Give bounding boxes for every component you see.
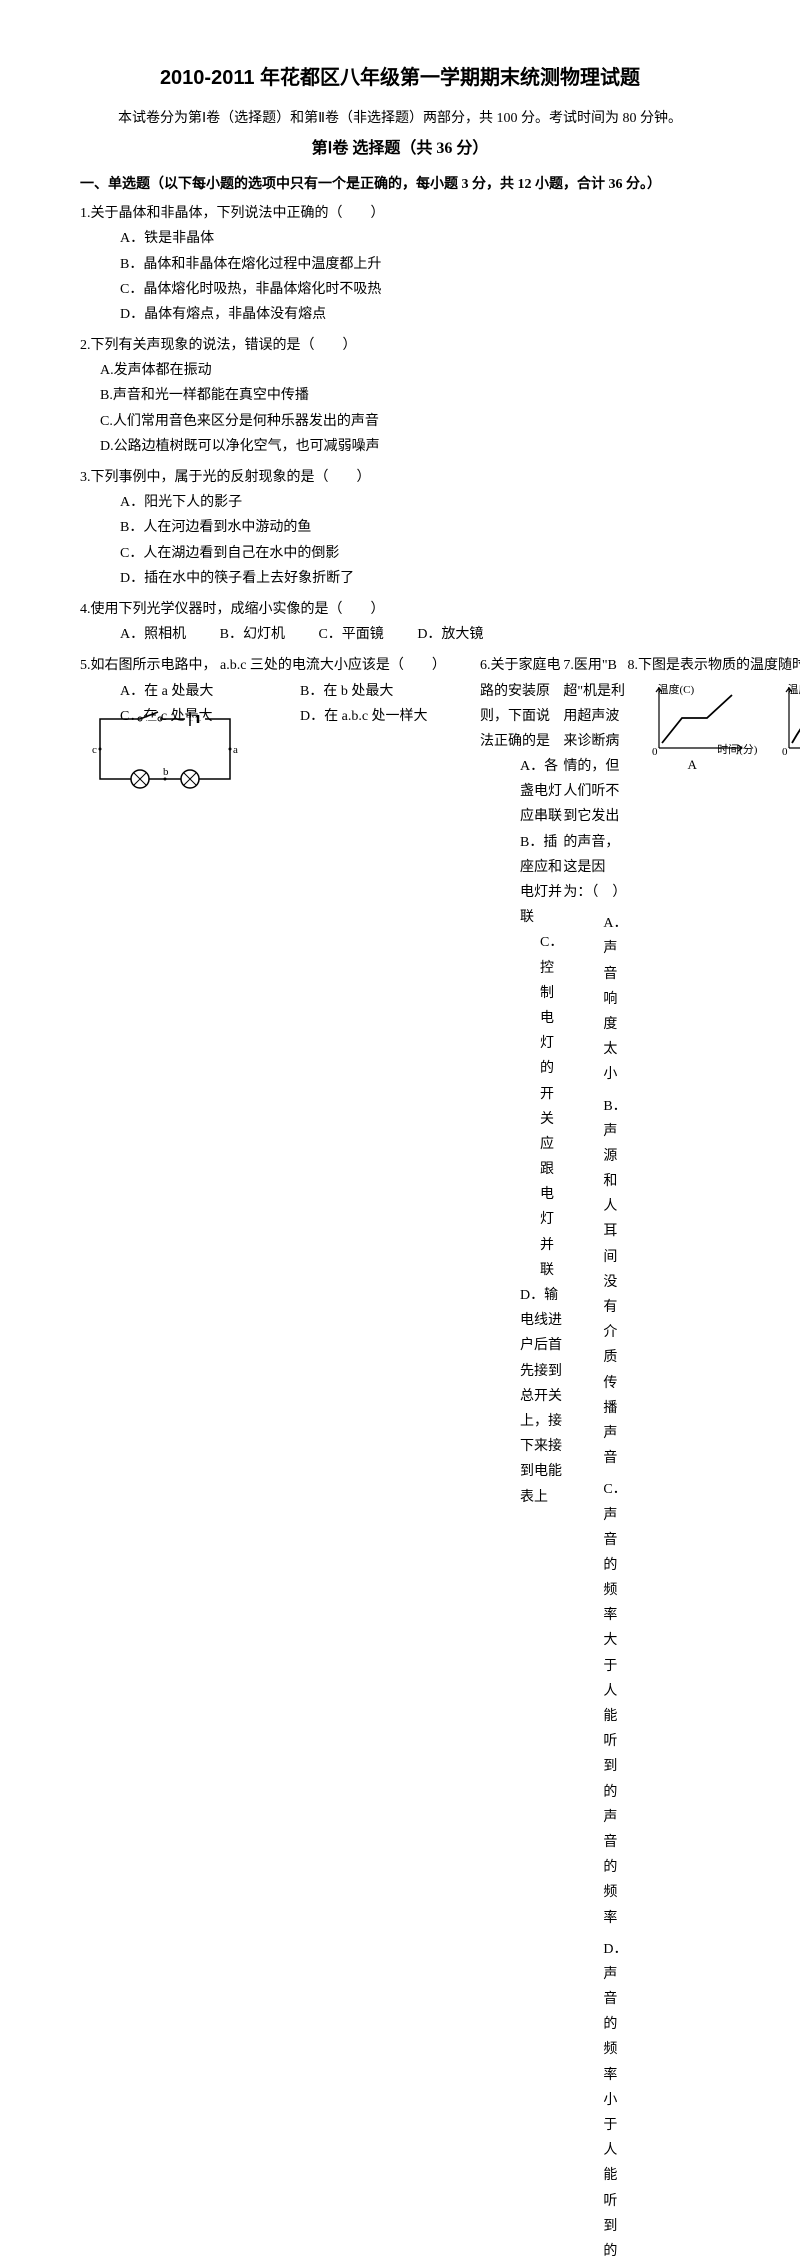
q5-option-b: B．在 b 处最大 bbox=[300, 679, 480, 704]
exam-title: 2010-2011 年花都区八年级第一学期期末统测物理试题 bbox=[80, 60, 720, 96]
chart-a-xlabel: 时间(分) bbox=[717, 741, 757, 761]
part-title: 一、单选题（以下每小题的选项中只有一个是正确的，每小题 3 分，共 12 小题，… bbox=[80, 172, 720, 197]
q2-option-a: A.发声体都在振动 bbox=[80, 358, 720, 383]
question-2: 2.下列有关声现象的说法，错误的是（ ） A.发声体都在振动 B.声音和光一样都… bbox=[80, 333, 720, 459]
q3-stem: 3.下列事例中，属于光的反射现象的是（ ） bbox=[80, 465, 720, 490]
q1-option-c: C．晶体熔化时吸热，非晶体熔化时不吸热 bbox=[80, 277, 720, 302]
exam-subtitle: 本试卷分为第Ⅰ卷（选择题）和第Ⅱ卷（非选择题）两部分，共 100 分。考试时间为… bbox=[80, 106, 720, 131]
q6-option-b: B．插座应和电灯并联 bbox=[480, 830, 563, 931]
question-7: 7.医用"B 超"机是利用超声波来诊断病情的，但人们听不到它发出的声音，这是因为… bbox=[563, 653, 627, 2264]
q2-option-d: D.公路边植树既可以净化空气，也可减弱噪声 bbox=[80, 434, 720, 459]
q1-stem: 1.关于晶体和非晶体，下列说法中正确的（ ） bbox=[80, 201, 720, 226]
q4-stem: 4.使用下列光学仪器时，成缩小实像的是（ ） bbox=[80, 597, 720, 622]
q4-option-d: D．放大镜 bbox=[417, 627, 483, 642]
circuit-diagram: a b c bbox=[90, 709, 240, 799]
svg-text:0: 0 bbox=[782, 746, 788, 758]
q7-option-c: C．声音的频率大于人能听到的声音的频率 bbox=[563, 1477, 627, 1930]
q2-stem: 2.下列有关声现象的说法，错误的是（ ） bbox=[80, 333, 720, 358]
chart-b-ylabel: 温度(C) bbox=[787, 681, 800, 701]
question-8: 8.下图是表示物质的温度随时间的变化图，其中表示晶体凝固的是：（ ） 温度(C)… bbox=[627, 653, 800, 772]
q8-charts: 温度(C) 0 时间(分) A 温度(C) 0 时间(分) B 温度(C) bbox=[627, 683, 800, 773]
q5-option-d: D．在 a.b.c 处一样大 bbox=[300, 704, 480, 729]
q4-option-c: C．平面镜 bbox=[318, 627, 383, 642]
question-4: 4.使用下列光学仪器时，成缩小实像的是（ ） A．照相机 B．幻灯机 C．平面镜… bbox=[80, 597, 720, 647]
section-title: 第Ⅰ卷 选择题（共 36 分） bbox=[80, 135, 720, 164]
svg-text:0: 0 bbox=[652, 746, 658, 758]
q1-option-b: B．晶体和非晶体在熔化过程中温度都上升 bbox=[80, 252, 720, 277]
circuit-label-c: c bbox=[92, 744, 97, 756]
question-3: 3.下列事例中，属于光的反射现象的是（ ） A．阳光下人的影子 B．人在河边看到… bbox=[80, 465, 720, 591]
q3-option-c: C．人在湖边看到自己在水中的倒影 bbox=[80, 541, 720, 566]
q6-option-a: A．各盏电灯应串联 bbox=[480, 754, 563, 830]
q2-option-c: C.人们常用音色来区分是何种乐器发出的声音 bbox=[80, 409, 720, 434]
q4-options: A．照相机 B．幻灯机 C．平面镜 D．放大镜 bbox=[80, 622, 720, 647]
q1-option-d: D．晶体有熔点，非晶体没有熔点 bbox=[80, 302, 720, 327]
q6-stem: 6.关于家庭电路的安装原则，下面说法正确的是 bbox=[480, 653, 563, 754]
q5-stem: 5.如右图所示电路中， a.b.c 三处的电流大小应该是（ ） bbox=[80, 653, 480, 678]
circuit-label-a: a bbox=[233, 744, 238, 756]
circuit-label-b: b bbox=[163, 766, 169, 778]
question-6: 6.关于家庭电路的安装原则，下面说法正确的是 A．各盏电灯应串联 B．插座应和电… bbox=[480, 653, 563, 1509]
q2-option-b: B.声音和光一样都能在真空中传播 bbox=[80, 383, 720, 408]
q3-option-a: A．阳光下人的影子 bbox=[80, 490, 720, 515]
q7-stem: 7.医用"B 超"机是利用超声波来诊断病情的，但人们听不到它发出的声音，这是因为… bbox=[563, 653, 627, 905]
chart-b: 温度(C) 0 时间(分) B bbox=[777, 683, 800, 773]
q1-option-a: A．铁是非晶体 bbox=[80, 226, 720, 251]
chart-a-letter: A bbox=[687, 753, 696, 776]
q6-option-d: D．输电线进户后首先接到总开关上，接下来接到电能表上 bbox=[480, 1283, 563, 1510]
q3-option-d: D．插在水中的筷子看上去好象折断了 bbox=[80, 566, 720, 591]
q7-option-b: B．声源和人耳间没有介质传播声音 bbox=[563, 1094, 627, 1472]
q4-option-b: B．幻灯机 bbox=[220, 627, 285, 642]
q4-option-a: A．照相机 bbox=[120, 627, 186, 642]
q6-option-c: C．控制电灯的开关应跟电灯并联 bbox=[480, 930, 563, 1283]
q7-option-d: D．声音的频率小于人能听到的声音的频率 bbox=[563, 1937, 627, 2264]
q8-stem: 8.下图是表示物质的温度随时间的变化图，其中表示晶体凝固的是：（ ） bbox=[627, 653, 800, 678]
question-5: 5.如右图所示电路中， a.b.c 三处的电流大小应该是（ ） A．在 a 处最… bbox=[80, 653, 720, 2264]
q5-option-a: A．在 a 处最大 bbox=[120, 679, 300, 704]
q3-option-b: B．人在河边看到水中游动的鱼 bbox=[80, 515, 720, 540]
question-1: 1.关于晶体和非晶体，下列说法中正确的（ ） A．铁是非晶体 B．晶体和非晶体在… bbox=[80, 201, 720, 327]
chart-a: 温度(C) 0 时间(分) A bbox=[647, 683, 757, 773]
q7-option-a: A．声音响度太小 bbox=[563, 911, 627, 1087]
chart-a-ylabel: 温度(C) bbox=[657, 681, 694, 701]
